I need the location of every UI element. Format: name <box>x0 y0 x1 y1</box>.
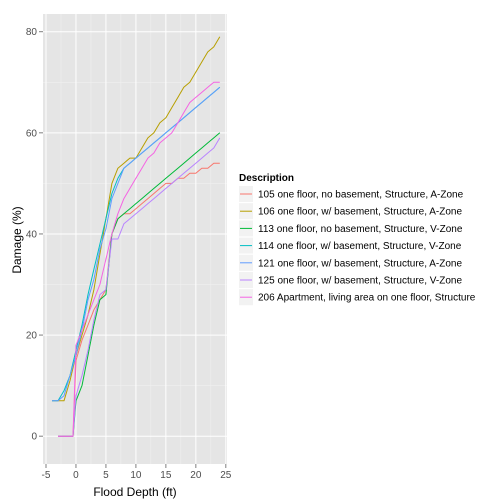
x-tick-label: 25 <box>220 470 232 481</box>
legend-title: Description <box>239 173 294 184</box>
legend-label: 106 one floor, w/ basement, Structure, A… <box>258 207 462 218</box>
legend-label: 113 one floor, no basement, Structure, V… <box>258 224 463 235</box>
legend-label: 206 Apartment, living area on one floor,… <box>258 293 476 304</box>
legend: Description 105 one floor, no basement, … <box>239 173 476 306</box>
y-axis: 0 20 40 60 80 <box>26 27 43 443</box>
x-axis-title: Flood Depth (ft) <box>93 485 176 499</box>
series-line-7 <box>58 81 220 437</box>
y-axis-title: Damage (%) <box>10 206 24 273</box>
y-tick-label: 20 <box>26 331 38 342</box>
x-axis: -5 0 5 10 15 20 25 <box>42 464 232 481</box>
series-line-5 <box>52 86 221 402</box>
y-tick-label: 40 <box>26 229 38 240</box>
y-tick-label: 0 <box>31 432 37 443</box>
y-tick-label: 60 <box>26 128 38 139</box>
x-tick-label: 10 <box>130 470 142 481</box>
x-tick-label: -5 <box>42 470 51 481</box>
plot-panel <box>43 14 227 464</box>
legend-label: 105 one floor, no basement, Structure, A… <box>258 190 464 201</box>
x-tick-label: 20 <box>190 470 202 481</box>
legend-label: 125 one floor, w/ basement, Structure, V… <box>258 276 462 287</box>
x-tick-label: 0 <box>73 470 79 481</box>
series-line-6 <box>58 137 221 437</box>
series-line-1 <box>58 162 220 437</box>
legend-label: 121 one floor, w/ basement, Structure, A… <box>258 258 462 269</box>
series-line-3 <box>58 132 221 437</box>
y-tick-label: 80 <box>26 27 38 38</box>
x-tick-label: 15 <box>160 470 172 481</box>
grid-minor <box>43 14 227 464</box>
x-tick-label: 5 <box>103 470 109 481</box>
grid-major <box>43 14 227 464</box>
legend-label: 114 one floor, w/ basement, Structure, V… <box>258 241 462 252</box>
legend-items: 105 one floor, no basement, Structure, A… <box>239 186 476 306</box>
series-lines <box>52 36 221 437</box>
